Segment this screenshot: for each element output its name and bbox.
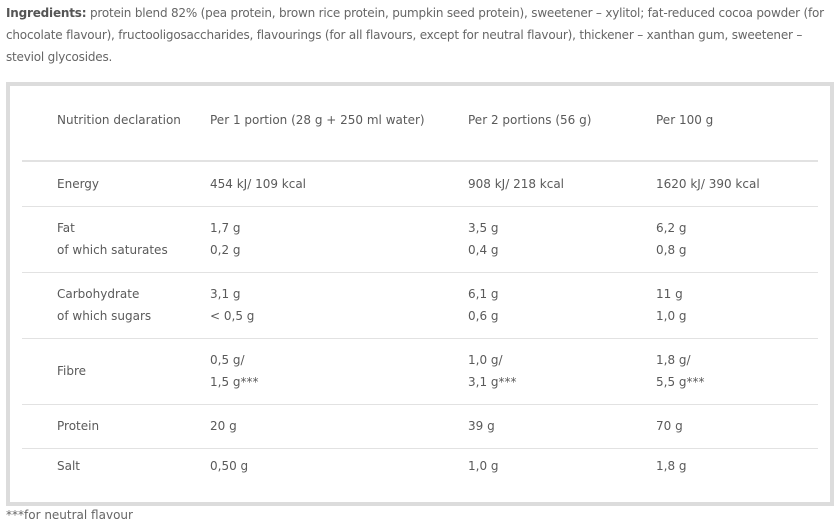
row-value: 11 g xyxy=(656,287,683,301)
row-value: 0,50 g xyxy=(210,459,249,473)
row-value: 1,5 g*** xyxy=(210,375,259,389)
row-label: Fibre xyxy=(57,364,87,378)
table-header-row: Nutrition declaration Per 1 portion (28 … xyxy=(22,86,818,162)
row-value: 5,5 g*** xyxy=(656,375,705,389)
row-label: Protein xyxy=(57,419,100,433)
nutrition-table: Nutrition declaration Per 1 portion (28 … xyxy=(6,82,834,506)
row-value: 1,8 g xyxy=(656,459,687,473)
row-value: 0,5 g/ xyxy=(210,353,245,367)
table-row: Protein 20 g 39 g 70 g xyxy=(22,404,818,449)
table-row: Fibre 0,5 g/1,5 g*** 1,0 g/3,1 g*** 1,8 g/5… xyxy=(22,338,818,405)
header-per-100g: Per 100 g xyxy=(656,113,714,127)
row-label: Carbohydrate xyxy=(57,287,140,301)
row-value: 1620 kJ/ 390 kcal xyxy=(656,177,760,191)
header-per-2-portions: Per 2 portions (56 g) xyxy=(468,113,592,127)
row-value: 6,1 g xyxy=(468,287,499,301)
header-per-portion: Per 1 portion (28 g + 250 ml water) xyxy=(210,113,425,127)
ingredients-text: Ingredients: protein blend 82% (pea prot… xyxy=(6,2,836,68)
ingredients-label: Ingredients: xyxy=(6,6,87,20)
table-row: Energy 454 kJ/ 109 kcal 908 kJ/ 218 kcal 16… xyxy=(22,162,818,207)
row-value: 0,8 g xyxy=(656,243,687,257)
row-value: 3,1 g xyxy=(210,287,241,301)
row-label: Energy xyxy=(57,177,100,191)
row-label: Fat xyxy=(57,221,75,235)
row-value: 6,2 g xyxy=(656,221,687,235)
row-value: 1,0 g xyxy=(468,459,499,473)
row-value: 3,1 g*** xyxy=(468,375,517,389)
row-value: 1,0 g xyxy=(656,309,687,323)
table-row: Salt 0,50 g 1,0 g 1,8 g xyxy=(22,448,818,492)
footnote: ***for neutral flavour xyxy=(6,508,133,522)
row-value: 39 g xyxy=(468,419,495,433)
row-value: 0,6 g xyxy=(468,309,499,323)
table-row: Fat of which saturates 1,7 g 0,2 g 3,5 g 0,4 … xyxy=(22,206,818,273)
row-value: < 0,5 g xyxy=(210,309,255,323)
row-label: of which saturates xyxy=(57,243,168,257)
row-value: 20 g xyxy=(210,419,237,433)
row-value: 1,8 g/ xyxy=(656,353,691,367)
row-value: 0,4 g xyxy=(468,243,499,257)
row-value: 454 kJ/ 109 kcal xyxy=(210,177,307,191)
row-value: 1,0 g/ xyxy=(468,353,503,367)
header-nutrition-declaration: Nutrition declaration xyxy=(57,113,181,127)
row-value: 70 g xyxy=(656,419,683,433)
row-value: 0,2 g xyxy=(210,243,241,257)
ingredients-list: protein blend 82% (pea protein, brown ri… xyxy=(6,6,824,64)
row-value: 3,5 g xyxy=(468,221,499,235)
row-value: 908 kJ/ 218 kcal xyxy=(468,177,565,191)
row-label: of which sugars xyxy=(57,309,152,323)
row-value: 1,7 g xyxy=(210,221,241,235)
row-label: Salt xyxy=(57,459,81,473)
table-row: Carbohydrate of which sugars 3,1 g < 0,5 g 6… xyxy=(22,272,818,339)
